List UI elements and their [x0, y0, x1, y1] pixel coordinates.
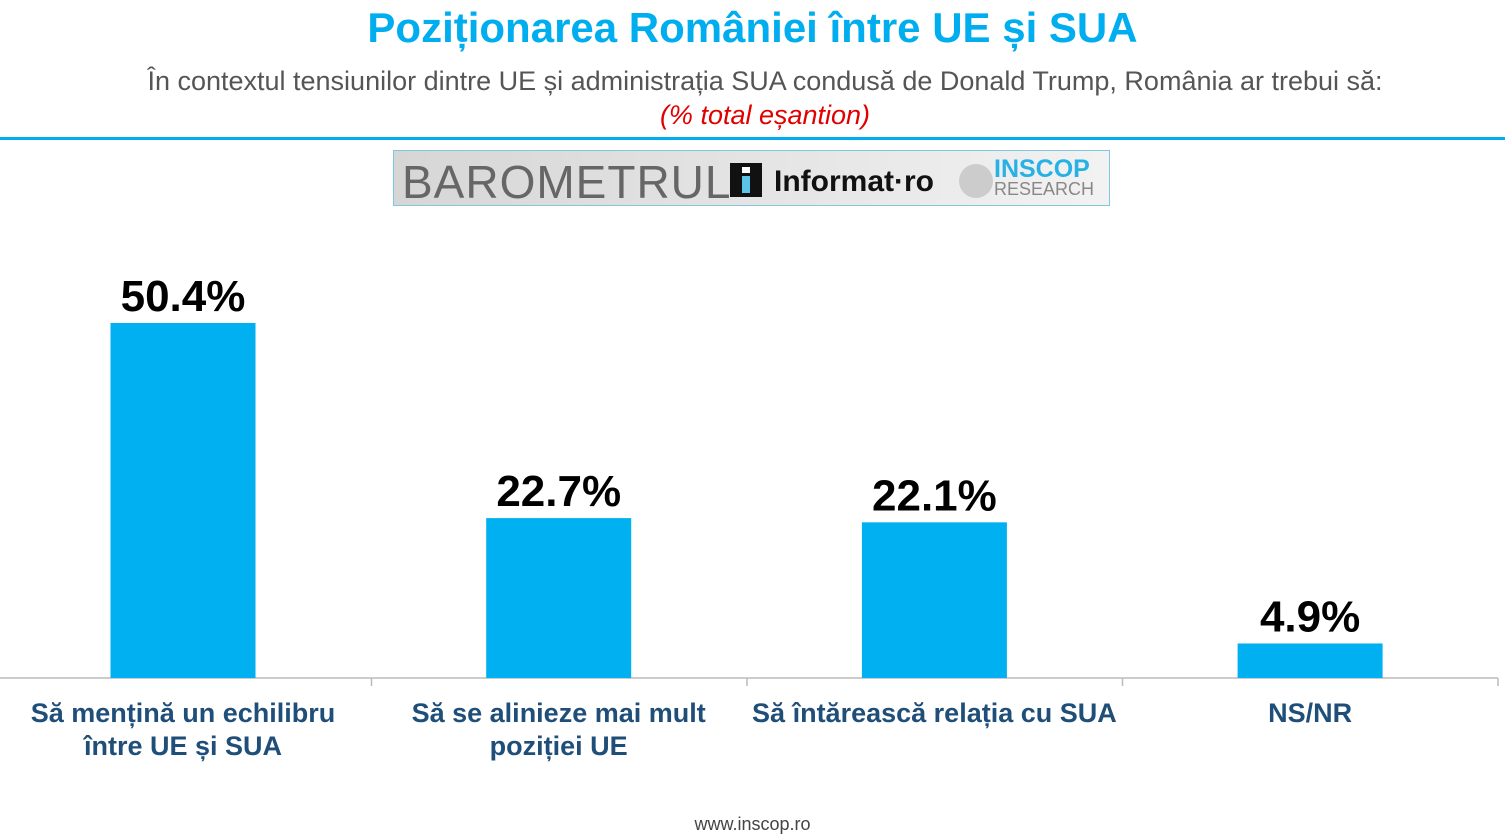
- chart-title: Poziționarea României între UE și SUA: [367, 4, 1138, 51]
- informat-logo-text: Informat·ro: [774, 165, 934, 198]
- data-label: 50.4%: [121, 272, 246, 321]
- chart-note: (% total eșantion): [659, 100, 871, 130]
- barometru-logo-text: BAROMETRUL: [402, 156, 732, 208]
- data-label: 22.7%: [496, 467, 621, 516]
- category-label: NS/NR: [1268, 698, 1353, 728]
- category-label: Să mențină un echilibru între UE și SUA: [30, 698, 336, 761]
- data-label: 4.9%: [1260, 592, 1360, 641]
- bar: [486, 518, 632, 678]
- category-label: Să se alinieze mai mult poziției UE: [411, 698, 706, 761]
- bar: [861, 522, 1007, 678]
- data-label: 22.1%: [872, 471, 997, 520]
- chart-subtitle: În contextul tensiunilor dintre UE și ad…: [147, 66, 1383, 96]
- category-label: Să întărească relația cu SUA: [752, 698, 1117, 728]
- informat-logo-icon: [730, 163, 762, 197]
- bar: [110, 323, 256, 678]
- research-logo-text: RESEARCH: [994, 179, 1095, 199]
- barometer-banner: BAROMETRUL Informat·ro INSCOP RESEARCH: [393, 150, 1110, 208]
- inscop-logo-icon: [959, 164, 993, 198]
- divider: [0, 137, 1505, 140]
- footer-url[interactable]: www.inscop.ro: [694, 814, 811, 834]
- inscop-logo-text: INSCOP: [994, 155, 1090, 183]
- bar: [1237, 643, 1383, 678]
